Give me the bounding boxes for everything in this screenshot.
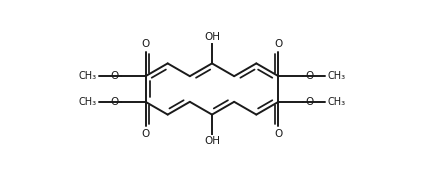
Text: O: O [274,39,283,49]
Text: O: O [306,97,314,107]
Text: O: O [110,71,118,81]
Text: CH₃: CH₃ [78,97,96,107]
Text: CH₃: CH₃ [328,71,346,81]
Text: O: O [306,71,314,81]
Text: O: O [110,97,118,107]
Text: OH: OH [204,136,220,146]
Text: O: O [141,129,150,139]
Text: CH₃: CH₃ [328,97,346,107]
Text: OH: OH [204,32,220,42]
Text: O: O [141,39,150,49]
Text: O: O [274,129,283,139]
Text: CH₃: CH₃ [78,71,96,81]
